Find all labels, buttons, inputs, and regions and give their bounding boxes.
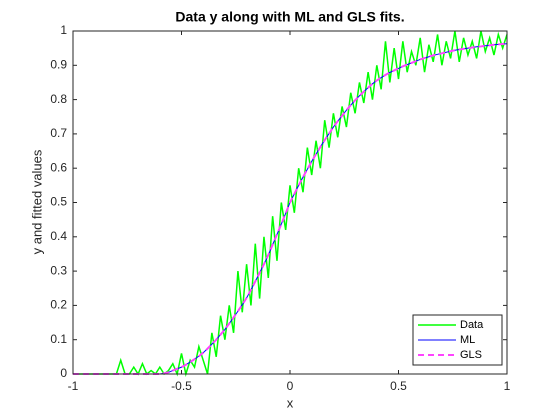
y-tick-label: 0.4 xyxy=(50,229,67,243)
y-tick-label: 0.6 xyxy=(50,160,67,174)
y-axis-label: y and fitted values xyxy=(29,149,44,254)
y-tick-label: 0.1 xyxy=(50,332,67,346)
y-tick-label: 0.9 xyxy=(50,57,67,71)
y-tick-label: 0 xyxy=(60,366,67,380)
x-tick-label: -0.5 xyxy=(171,379,192,393)
y-tick-label: 0.2 xyxy=(50,298,67,312)
chart-title: Data y along with ML and GLS fits. xyxy=(175,9,404,25)
y-tick-label: 0.5 xyxy=(50,195,67,209)
legend-label: Data xyxy=(460,319,484,331)
y-tick-label: 0.8 xyxy=(50,92,67,106)
legend-label: GLS xyxy=(460,349,482,361)
x-axis-label: x xyxy=(287,395,294,410)
y-tick-label: 1 xyxy=(60,23,67,37)
x-tick-label: 0.5 xyxy=(390,379,407,393)
series-line xyxy=(73,30,508,377)
legend-label: ML xyxy=(460,334,475,346)
axes-box xyxy=(72,30,508,375)
x-tick-label: 0 xyxy=(287,379,294,393)
x-tick-label: -1 xyxy=(68,379,79,393)
x-tick-label: 1 xyxy=(504,379,511,393)
y-tick-label: 0.7 xyxy=(50,126,67,140)
y-tick-label: 0.3 xyxy=(50,263,67,277)
